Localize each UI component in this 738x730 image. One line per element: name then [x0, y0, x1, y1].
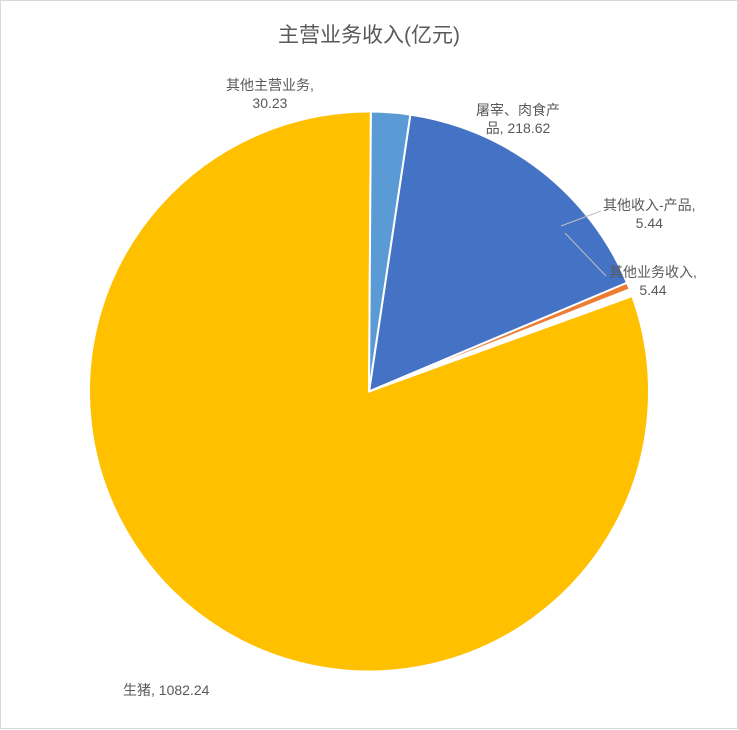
label-line1: 其他收入-产品, — [603, 197, 696, 213]
label-other-business-income: 其他业务收入, 5.44 — [609, 263, 697, 299]
label-other-main-business: 其他主营业务, 30.23 — [226, 76, 314, 112]
chart-container: 主营业务收入(亿元) 屠宰、肉食产 品, 218.62 其他收入-产品, 5.4… — [0, 0, 738, 729]
pie-chart — [89, 111, 649, 676]
label-line2: 品, 218.62 — [486, 120, 551, 136]
label-line1: 屠宰、肉食产 — [476, 102, 560, 118]
label-line2: 5.44 — [636, 215, 663, 231]
pie-svg — [89, 111, 649, 671]
label-other-income-product: 其他收入-产品, 5.44 — [603, 196, 696, 232]
label-line1: 生猪, 1082.24 — [123, 682, 209, 698]
label-line1: 其他主营业务, — [226, 77, 314, 93]
label-line1: 其他业务收入, — [609, 264, 697, 280]
label-slaughter-meat: 屠宰、肉食产 品, 218.62 — [476, 101, 560, 137]
chart-title: 主营业务收入(亿元) — [1, 19, 737, 49]
label-line2: 30.23 — [252, 95, 287, 111]
label-live-pig: 生猪, 1082.24 — [123, 681, 209, 699]
label-line2: 5.44 — [639, 282, 666, 298]
